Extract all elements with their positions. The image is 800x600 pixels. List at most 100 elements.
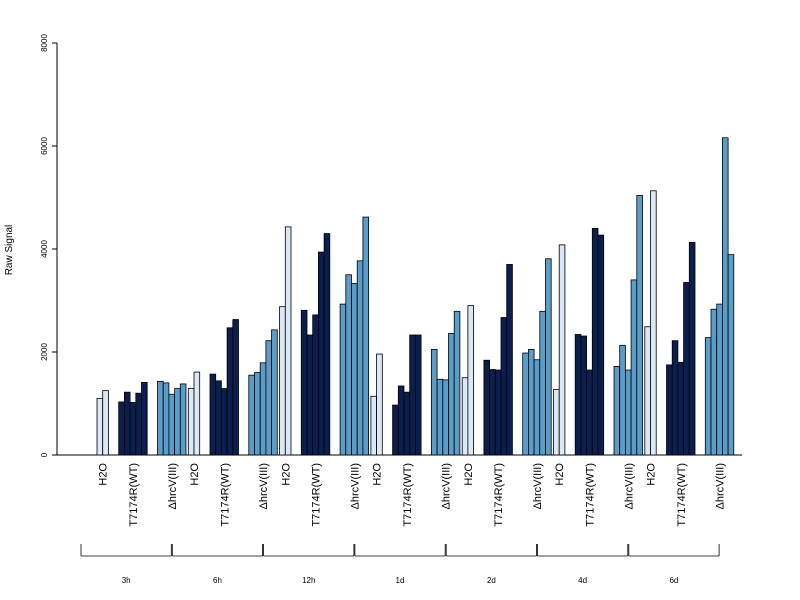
y-tick-label: 2000 <box>40 343 49 361</box>
y-tick-label: 4000 <box>40 240 49 258</box>
condition-label: ΔhrcV(III) <box>532 463 544 509</box>
bar <box>722 137 729 456</box>
category-labels: H2O T7174R(WT) ΔhrcV(III) 3h H2O T7174R(WT) Δh… <box>80 463 727 585</box>
bar <box>300 309 308 456</box>
group-label: 1d <box>396 576 405 585</box>
bar <box>688 241 696 456</box>
bar <box>666 364 673 456</box>
y-tick-label: 8000 <box>40 34 49 52</box>
bar <box>448 333 455 456</box>
condition-label: H2O <box>646 463 658 486</box>
bar <box>414 334 422 456</box>
bar <box>494 369 502 456</box>
bar <box>716 303 723 456</box>
group-label: 6d <box>669 576 678 585</box>
bar <box>597 234 605 456</box>
condition-label: T7174R(WT) <box>584 463 596 527</box>
bar <box>323 233 331 456</box>
bar <box>174 388 181 456</box>
bar <box>351 283 358 456</box>
condition-label: T7174R(WT) <box>493 463 505 527</box>
bar <box>545 258 552 456</box>
group-label: 2d <box>487 576 496 585</box>
bar <box>376 353 383 456</box>
bar <box>613 366 621 456</box>
condition-label: T7174R(WT) <box>219 463 231 527</box>
bar <box>215 380 222 456</box>
condition-label: H2O <box>189 463 201 486</box>
bar <box>650 190 657 456</box>
bar <box>644 326 651 456</box>
bar <box>403 391 411 456</box>
condition-label: H2O <box>463 463 475 486</box>
group-label: 4d <box>578 576 587 585</box>
bar <box>630 279 638 456</box>
bar <box>232 319 239 456</box>
bar <box>489 369 496 456</box>
condition-label: T7174R(WT) <box>128 463 140 527</box>
condition-label: ΔhrcV(III) <box>349 463 361 509</box>
y-tick-label: 6000 <box>40 137 49 155</box>
bar <box>259 362 267 456</box>
bar <box>430 349 438 456</box>
bar <box>483 359 490 456</box>
bar <box>625 369 632 456</box>
bar <box>220 388 228 456</box>
bar <box>226 327 234 456</box>
bar <box>279 306 286 456</box>
bar <box>209 373 217 456</box>
bar <box>528 349 535 456</box>
bar <box>591 227 599 456</box>
bar <box>254 372 261 456</box>
condition-label: T7174R(WT) <box>311 463 323 527</box>
bar <box>187 388 195 456</box>
bar <box>193 371 201 456</box>
bar <box>248 374 255 456</box>
group-label: 6h <box>213 576 222 585</box>
bar <box>453 310 461 456</box>
bar <box>586 369 593 456</box>
condition-label: ΔhrcV(III) <box>167 463 179 509</box>
bar <box>397 385 405 456</box>
group-label: 12h <box>302 576 315 585</box>
bar <box>339 303 347 456</box>
bar <box>392 404 399 456</box>
bar <box>284 226 292 456</box>
bar <box>677 361 685 456</box>
y-tick-label: 0 <box>40 452 49 457</box>
bar <box>179 383 187 456</box>
condition-label: H2O <box>372 463 384 486</box>
bar <box>141 381 148 456</box>
bar <box>312 314 319 456</box>
bar <box>135 392 142 456</box>
bar <box>704 337 712 456</box>
bar <box>553 389 560 456</box>
condition-label: T7174R(WT) <box>676 463 688 527</box>
bar <box>442 379 449 456</box>
bar <box>467 305 474 456</box>
condition-label: ΔhrcV(III) <box>441 463 453 509</box>
bar <box>533 359 541 456</box>
bar <box>619 344 626 456</box>
bar <box>356 260 364 456</box>
bar <box>436 378 444 456</box>
bars <box>96 137 735 456</box>
bar <box>409 334 416 456</box>
bar <box>370 395 377 456</box>
bar <box>168 393 175 456</box>
bar <box>727 254 735 456</box>
bar <box>710 308 718 456</box>
bar <box>306 334 314 456</box>
condition-label: ΔhrcV(III) <box>258 463 270 509</box>
bar <box>683 282 690 456</box>
bar <box>539 310 546 456</box>
bar <box>157 380 164 456</box>
group-label: 3h <box>122 576 131 585</box>
y-axis-label: Raw Signal <box>4 225 15 276</box>
bar <box>271 329 278 456</box>
bar <box>522 352 529 456</box>
bar <box>580 335 588 456</box>
bar <box>671 340 679 456</box>
condition-label: H2O <box>280 463 292 486</box>
